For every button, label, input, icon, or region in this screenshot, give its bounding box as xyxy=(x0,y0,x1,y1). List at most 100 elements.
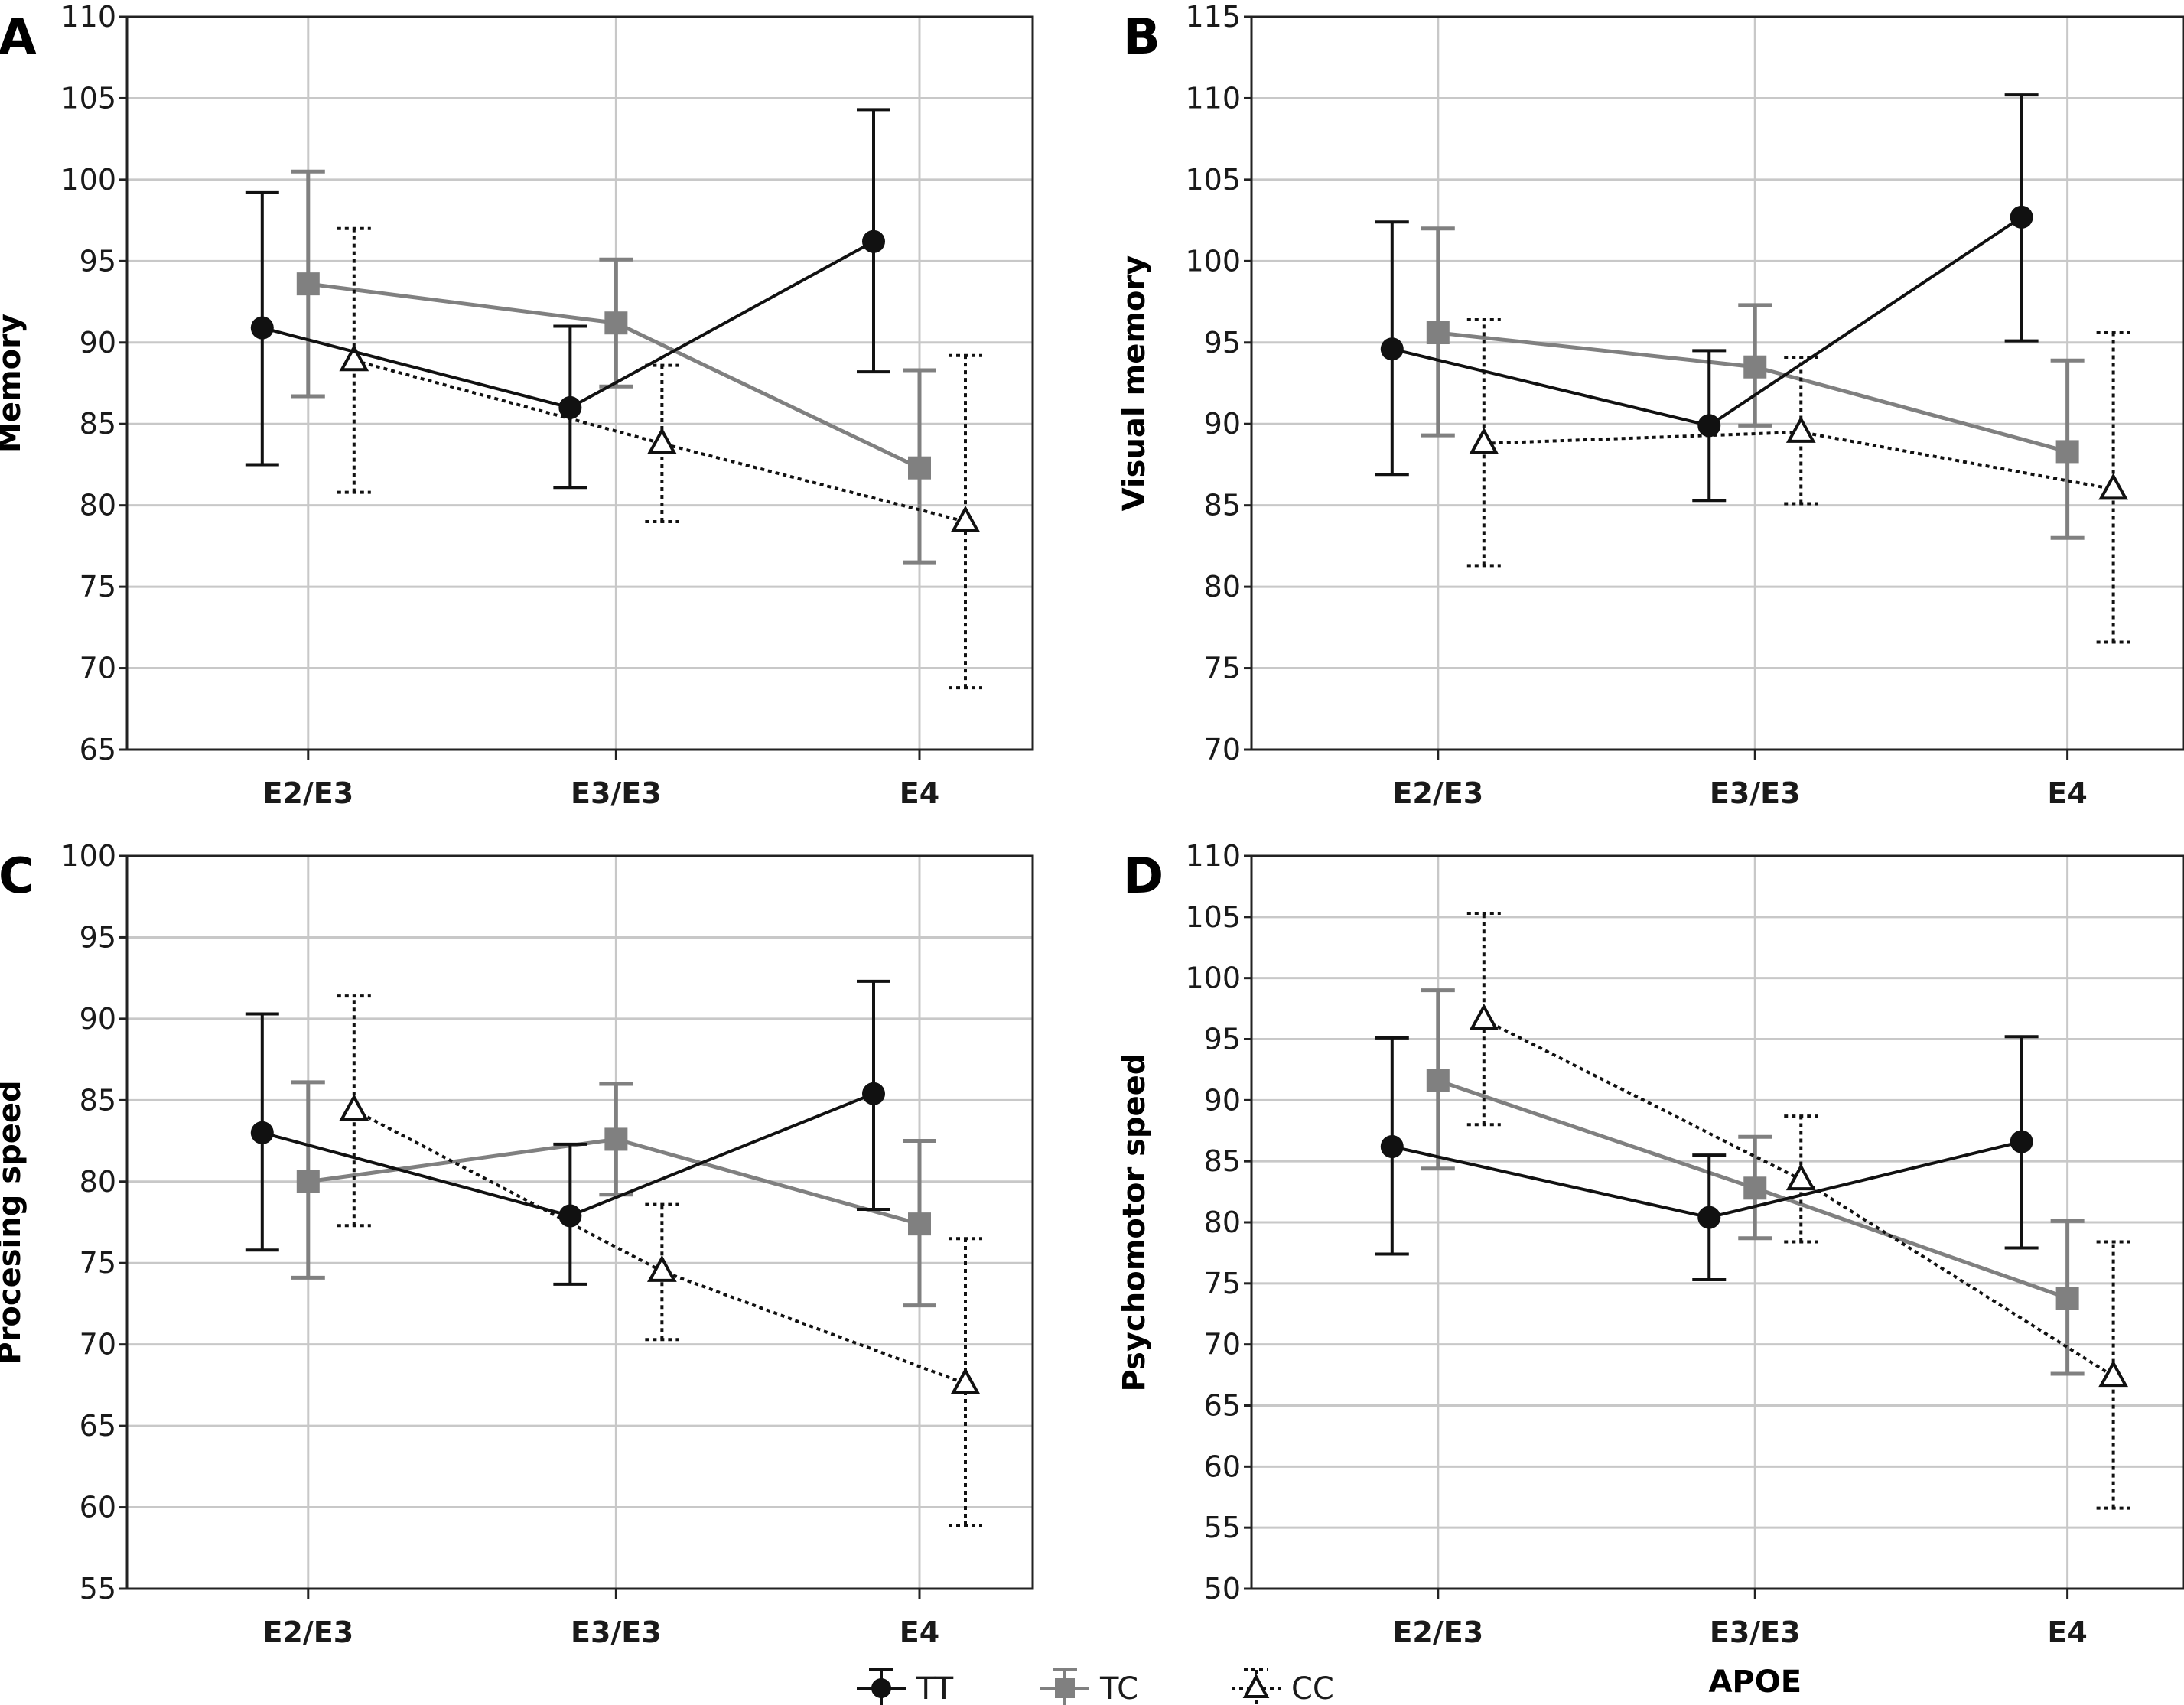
series-line xyxy=(308,281,921,470)
x-tick-label: E4 xyxy=(900,1616,939,1649)
y-tick-label: 65 xyxy=(1204,1389,1241,1423)
series-CC xyxy=(1466,912,2130,1510)
series-line xyxy=(1391,1140,2023,1219)
y-tick-label: 80 xyxy=(1204,1206,1241,1239)
y-tick-label: 85 xyxy=(80,1083,116,1117)
data-point xyxy=(1380,337,1404,361)
data-point xyxy=(2010,1130,2033,1153)
data-point xyxy=(604,1127,628,1151)
y-axis-title: Procesing speed xyxy=(0,1080,28,1364)
series-TT xyxy=(1375,1035,2039,1282)
y-tick-label: 95 xyxy=(1204,326,1241,360)
x-tick-label: E2/E3 xyxy=(1392,1616,1483,1649)
y-tick-label: 70 xyxy=(80,652,116,685)
series-TC xyxy=(1421,226,2085,540)
data-point xyxy=(646,1254,677,1282)
panel-letter: D xyxy=(1123,848,1164,905)
data-point xyxy=(339,344,369,372)
x-tick-label: E2/E3 xyxy=(262,1616,353,1649)
x-tick-label: E3/E3 xyxy=(571,776,662,810)
x-axis-title: APOE xyxy=(1708,1664,1802,1700)
data-point xyxy=(1469,1003,1499,1030)
plot-frame xyxy=(125,15,1034,751)
data-point xyxy=(950,1367,981,1394)
data-point xyxy=(908,1212,931,1236)
panel-A: 65 70 75 80 85 90 95 100 105 110 E2/E3 E3/E3 E4 Memor… xyxy=(0,0,1034,810)
data-point xyxy=(2055,440,2079,464)
series-TT xyxy=(245,979,890,1286)
legend-marker xyxy=(1055,1678,1075,1698)
x-tick-label: E4 xyxy=(2047,1616,2087,1649)
y-tick-label: 100 xyxy=(60,839,116,873)
x-tick-label: E3/E3 xyxy=(1710,1616,1801,1649)
data-point xyxy=(1426,321,1450,345)
data-point xyxy=(1380,1135,1404,1159)
data-point xyxy=(339,1093,369,1121)
data-point xyxy=(2098,1360,2129,1388)
data-point xyxy=(1697,414,1721,438)
x-tick-label: E4 xyxy=(900,776,939,810)
y-tick-label: 95 xyxy=(80,244,116,278)
y-tick-label: 65 xyxy=(80,1409,116,1443)
data-point xyxy=(862,229,885,253)
panel-letter: C xyxy=(0,848,34,905)
x-tick-label: E2/E3 xyxy=(1392,776,1483,810)
y-tick-label: 100 xyxy=(1185,962,1241,995)
series-TC xyxy=(1421,988,2085,1376)
legend-item-TC: TC xyxy=(1040,1668,1138,1705)
plot-frame xyxy=(1250,15,2184,751)
x-tick-label: E3/E3 xyxy=(571,1616,662,1649)
y-tick-label: 110 xyxy=(60,0,116,34)
panel-B: 70 75 80 85 90 95 100 105 110 115 E2/E3 E3/E3 E4 Visu… xyxy=(1117,0,2184,810)
y-tick-label: 85 xyxy=(1204,489,1241,522)
x-tick-label: E4 xyxy=(2047,776,2087,810)
data-point xyxy=(2055,1286,2079,1310)
data-point xyxy=(1469,427,1499,454)
panel-C: 55 60 65 70 75 80 85 90 95 100 E2/E3 E3/E3 E4 Procesi… xyxy=(0,839,1034,1649)
y-axis-title: Psychomotor speed xyxy=(1117,1053,1152,1392)
legend-label: TT xyxy=(916,1671,954,1705)
y-tick-label: 65 xyxy=(80,733,116,766)
series-TC xyxy=(291,1080,936,1308)
y-tick-label: 50 xyxy=(1204,1572,1241,1606)
y-axis-title: Memory xyxy=(0,314,28,453)
y-tick-label: 75 xyxy=(1204,652,1241,685)
plot-frame xyxy=(125,854,1034,1590)
series-TC xyxy=(291,169,936,565)
series-TT xyxy=(245,108,890,490)
y-tick-label: 85 xyxy=(80,407,116,441)
x-tick-label: E2/E3 xyxy=(262,776,353,810)
plot-frame xyxy=(1250,854,2184,1590)
panel-letter: A xyxy=(0,9,37,66)
data-point xyxy=(2098,473,2129,500)
y-tick-label: 60 xyxy=(80,1491,116,1524)
data-point xyxy=(2010,205,2033,229)
series-CC xyxy=(337,994,982,1527)
data-point xyxy=(1743,355,1767,379)
y-tick-label: 80 xyxy=(1204,570,1241,604)
y-tick-label: 75 xyxy=(1204,1267,1241,1300)
data-point xyxy=(862,1082,885,1105)
y-tick-label: 70 xyxy=(1204,1328,1241,1362)
data-point xyxy=(1785,1163,1816,1191)
legend-marker xyxy=(871,1678,891,1698)
legend-marker xyxy=(1242,1673,1270,1698)
series-line xyxy=(1483,1018,2114,1378)
y-tick-label: 90 xyxy=(1204,407,1241,441)
y-tick-label: 90 xyxy=(80,326,116,360)
data-point xyxy=(250,316,274,340)
y-tick-label: 95 xyxy=(80,920,116,954)
data-point xyxy=(296,1170,320,1193)
data-point xyxy=(646,427,677,454)
y-tick-label: 105 xyxy=(60,81,116,115)
y-tick-label: 105 xyxy=(1185,163,1241,197)
y-tick-label: 70 xyxy=(1204,733,1241,766)
y-tick-label: 55 xyxy=(1204,1511,1241,1544)
y-tick-label: 90 xyxy=(1204,1083,1241,1117)
y-tick-label: 110 xyxy=(1185,839,1241,873)
y-tick-label: 100 xyxy=(1185,244,1241,278)
y-tick-label: 80 xyxy=(80,1165,116,1199)
legend: TT TC CC xyxy=(857,1668,1334,1705)
y-tick-label: 90 xyxy=(80,1002,116,1036)
